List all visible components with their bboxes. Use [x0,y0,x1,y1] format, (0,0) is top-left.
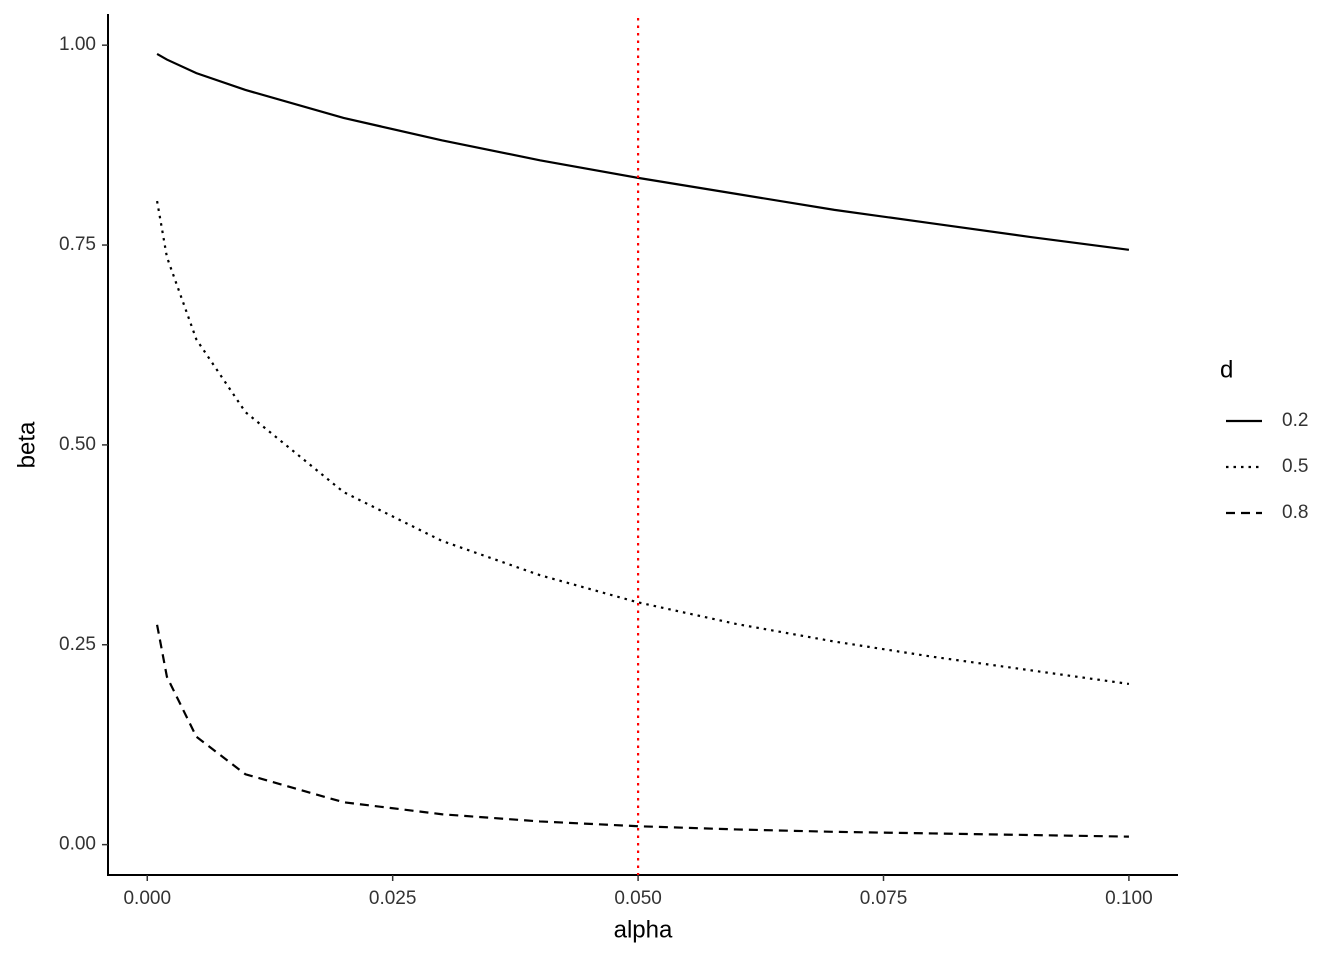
y-tick-label: 0.00 [59,834,96,855]
x-tick-label: 0.025 [369,888,417,909]
x-tick-label: 0.075 [860,888,908,909]
y-tick-label: 0.75 [59,234,96,255]
line-series [156,53,1130,251]
legend-title: d [1220,356,1233,383]
x-tick-label: 0.050 [614,888,662,909]
y-tick-label: 1.00 [59,34,96,55]
x-tick-label: 0.100 [1105,888,1153,909]
x-tick-label: 0.000 [123,888,171,909]
legend-label: 0.2 [1282,410,1308,431]
y-tick-label: 0.50 [59,434,96,455]
line-series [155,624,1129,838]
line-series [155,200,1130,686]
y-tick-label: 0.25 [59,634,96,655]
legend-label: 0.8 [1282,502,1308,523]
legend-label: 0.5 [1282,456,1308,477]
x-axis-title: alpha [614,916,673,943]
y-axis-title: beta [13,421,40,468]
